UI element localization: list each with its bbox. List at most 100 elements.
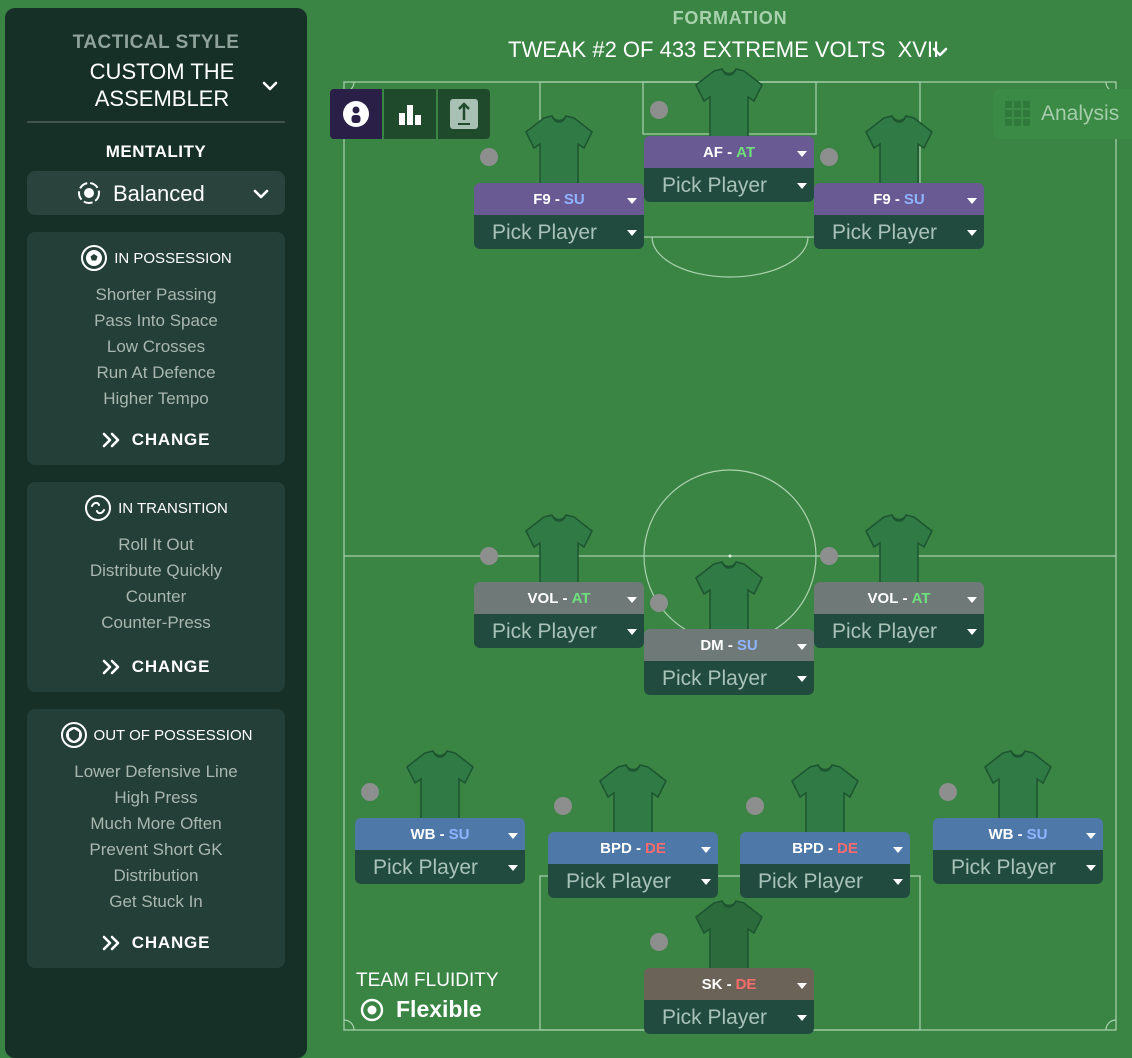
caret-down-icon	[797, 644, 807, 650]
caret-down-icon	[627, 629, 637, 635]
pick-player-dropdown[interactable]: Pick Player	[814, 215, 984, 249]
role-code: WB	[988, 825, 1014, 843]
player-slot-f9r: F9 - SU Pick Player	[814, 114, 984, 249]
double-chevron-right-icon	[102, 432, 120, 448]
formation-label: FORMATION	[672, 8, 788, 28]
change-label: CHANGE	[131, 657, 211, 676]
instruction-item: Roll It Out	[118, 535, 194, 554]
panel-instructions: Roll It Out Distribute Quickly Counter C…	[27, 532, 285, 636]
analysis-button[interactable]: Analysis	[993, 89, 1132, 139]
role-separator: -	[435, 825, 445, 843]
pick-player-label: Pick Player	[832, 221, 938, 244]
change-label: CHANGE	[131, 430, 211, 449]
panel-instructions: Shorter Passing Pass Into Space Low Cros…	[27, 282, 285, 412]
change-in-possession-button[interactable]: CHANGE	[27, 430, 285, 450]
role-selector[interactable]: F9 - SU	[474, 183, 644, 215]
instruction-item: Low Crosses	[106, 337, 206, 356]
slot-handle[interactable]	[650, 594, 668, 612]
instructions-arrow-icon	[450, 99, 478, 129]
role-selector[interactable]: AF - AT	[644, 136, 814, 168]
instructions-view-button[interactable]	[438, 89, 490, 139]
role-selector[interactable]: BPD - DE	[548, 832, 718, 864]
slot-handle[interactable]	[650, 933, 668, 951]
pick-player-dropdown[interactable]: Pick Player	[814, 614, 984, 648]
role-separator: -	[631, 839, 641, 857]
pick-player-dropdown[interactable]: Pick Player	[474, 614, 644, 648]
role-code: SK	[701, 975, 723, 993]
role-selector[interactable]: F9 - SU	[814, 183, 984, 215]
pick-player-dropdown[interactable]: Pick Player	[548, 864, 718, 898]
pick-player-dropdown[interactable]: Pick Player	[355, 850, 525, 884]
shirt-icon	[525, 115, 593, 185]
role-selector[interactable]: DM - SU	[644, 629, 814, 661]
instruction-item: Prevent Short GK	[89, 840, 223, 859]
panel-title: IN TRANSITION	[118, 499, 228, 517]
player-slot-bpdl: BPD - DE Pick Player	[548, 763, 718, 898]
chevron-down-icon[interactable]	[260, 76, 280, 96]
slot-handle[interactable]	[746, 797, 764, 815]
tactical-style-name[interactable]: CUSTOM THE ASSEMBLER	[89, 59, 235, 111]
slot-handle[interactable]	[480, 148, 498, 166]
pick-player-dropdown[interactable]: Pick Player	[933, 850, 1103, 884]
change-out-of-possession-button[interactable]: CHANGE	[27, 933, 285, 953]
caret-down-icon	[701, 847, 711, 853]
instruction-item: Much More Often	[90, 814, 222, 833]
mentality-dropdown[interactable]: Balanced	[27, 171, 285, 215]
duty-code: SU	[563, 190, 585, 208]
role-selector[interactable]: VOL - AT	[814, 582, 984, 614]
role-selector[interactable]: VOL - AT	[474, 582, 644, 614]
pick-player-dropdown[interactable]: Pick Player	[644, 168, 814, 202]
player-view-button[interactable]	[330, 89, 382, 139]
change-in-transition-button[interactable]: CHANGE	[27, 657, 285, 677]
instruction-item: Higher Tempo	[103, 389, 209, 408]
pick-player-label: Pick Player	[662, 1006, 768, 1029]
role-selector[interactable]: BPD - DE	[740, 832, 910, 864]
role-selector[interactable]: WB - SU	[355, 818, 525, 850]
slot-handle[interactable]	[361, 783, 379, 801]
role-selector[interactable]: WB - SU	[933, 818, 1103, 850]
slot-handle[interactable]	[939, 783, 957, 801]
caret-down-icon	[967, 230, 977, 236]
panel-title: OUT OF POSSESSION	[93, 726, 253, 744]
pick-player-label: Pick Player	[758, 870, 864, 893]
chevron-down-icon[interactable]	[930, 42, 950, 62]
role-separator: -	[890, 190, 900, 208]
shirt-icon	[695, 68, 763, 138]
role-code: BPD	[792, 839, 824, 857]
team-fluidity-value[interactable]: Flexible	[396, 996, 482, 1022]
pick-player-label: Pick Player	[566, 870, 672, 893]
shirt-icon	[865, 115, 933, 185]
instruction-item: Counter	[125, 587, 187, 606]
duty-code: DE	[645, 839, 666, 857]
slot-handle[interactable]	[554, 797, 572, 815]
role-separator: -	[823, 839, 833, 857]
chevron-down-icon	[253, 189, 269, 199]
caret-down-icon	[1086, 865, 1096, 871]
panel-header: OUT OF POSSESSION	[27, 721, 285, 749]
pick-player-dropdown[interactable]: Pick Player	[474, 215, 644, 249]
slot-handle[interactable]	[820, 148, 838, 166]
player-view-icon	[343, 101, 369, 127]
shirt-icon	[791, 764, 859, 834]
grid-icon	[1005, 101, 1030, 126]
formation-name[interactable]: TWEAK #2 OF 433 EXTREME VOLTS XVII	[508, 37, 940, 62]
role-code: AF	[702, 143, 723, 161]
slot-handle[interactable]	[650, 101, 668, 119]
role-code: F9	[533, 190, 551, 208]
panel-header: IN POSSESSION	[27, 244, 285, 272]
instruction-item: Distribute Quickly	[89, 561, 223, 580]
slot-handle[interactable]	[480, 547, 498, 565]
double-chevron-right-icon	[102, 935, 120, 951]
caret-down-icon	[967, 198, 977, 204]
slot-handle[interactable]	[820, 547, 838, 565]
caret-down-icon	[1086, 833, 1096, 839]
pick-player-dropdown[interactable]: Pick Player	[644, 661, 814, 695]
instruction-item: Distribution	[113, 866, 199, 885]
stats-view-button[interactable]	[384, 89, 436, 139]
pick-player-dropdown[interactable]: Pick Player	[644, 1000, 814, 1034]
role-separator: -	[558, 589, 568, 607]
caret-down-icon	[797, 151, 807, 157]
role-selector[interactable]: SK - DE	[644, 968, 814, 1000]
role-separator: -	[722, 143, 733, 161]
pick-player-dropdown[interactable]: Pick Player	[740, 864, 910, 898]
